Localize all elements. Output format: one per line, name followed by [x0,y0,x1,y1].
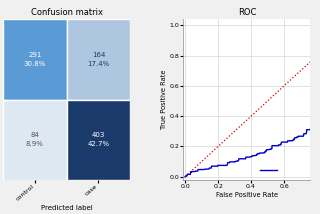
Title: Confusion matrix: Confusion matrix [31,8,103,17]
Title: ROC: ROC [238,8,256,17]
Text: 291
30.8%: 291 30.8% [24,52,46,67]
Bar [67,100,130,180]
Y-axis label: True Positive Rate: True Positive Rate [161,70,167,129]
Text: 164
17.4%: 164 17.4% [87,52,109,67]
Text: 403
42.7%: 403 42.7% [87,132,109,147]
X-axis label: False Positive Rate: False Positive Rate [216,192,278,198]
Bar [67,19,130,100]
Bar [3,19,67,100]
Text: 84
8.9%: 84 8.9% [26,132,44,147]
X-axis label: Predicted label: Predicted label [41,205,92,211]
Bar [3,100,67,180]
